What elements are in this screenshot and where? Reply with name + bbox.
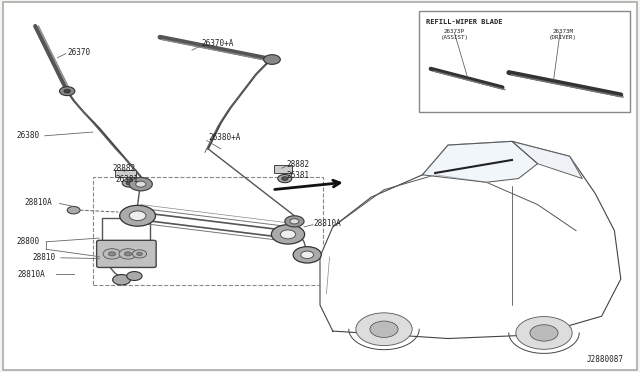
Circle shape [124,252,132,256]
Text: 28882: 28882 [112,164,135,173]
Text: J2880087: J2880087 [587,355,624,364]
Text: 28810A: 28810A [24,198,52,207]
Bar [274,165,292,173]
Bar [115,170,136,177]
Circle shape [136,181,146,187]
Circle shape [137,252,142,256]
Polygon shape [320,141,621,339]
Circle shape [271,225,305,244]
Circle shape [132,250,147,258]
Circle shape [264,55,280,64]
Text: 28810: 28810 [32,253,55,262]
FancyBboxPatch shape [97,240,156,267]
Circle shape [516,317,572,349]
Circle shape [129,211,146,221]
Circle shape [67,206,80,214]
Circle shape [129,177,152,191]
Circle shape [127,272,142,280]
Bar [93,177,323,285]
Circle shape [282,177,288,180]
Circle shape [301,251,314,259]
Circle shape [280,230,296,239]
Circle shape [293,247,321,263]
Circle shape [278,174,292,183]
Text: 28810A: 28810A [18,270,45,279]
Text: 26381: 26381 [115,175,138,184]
Polygon shape [422,141,538,182]
Text: 26380+A: 26380+A [208,133,241,142]
Circle shape [370,321,398,337]
Circle shape [356,313,412,346]
Text: 26370+A: 26370+A [202,39,234,48]
Text: 26373P
(ASSIST): 26373P (ASSIST) [440,29,468,40]
Text: 26380: 26380 [16,131,39,140]
Circle shape [126,181,132,185]
Text: 26373M
(DRIVER): 26373M (DRIVER) [549,29,577,40]
Circle shape [60,87,75,96]
Circle shape [530,325,558,341]
Circle shape [108,252,116,256]
Circle shape [120,205,156,226]
Text: 26381: 26381 [287,171,310,180]
Bar [419,11,630,112]
Text: 28882: 28882 [287,160,310,169]
Circle shape [122,179,136,187]
Circle shape [290,219,299,224]
Circle shape [285,216,304,227]
Polygon shape [512,141,582,179]
Circle shape [113,275,131,285]
Text: 26370: 26370 [67,48,90,57]
Text: REFILL-WIPER BLADE: REFILL-WIPER BLADE [426,19,502,25]
Circle shape [64,89,70,93]
Text: 28810A: 28810A [314,219,341,228]
Circle shape [103,249,121,259]
Circle shape [119,249,137,259]
Text: 28800: 28800 [16,237,39,246]
